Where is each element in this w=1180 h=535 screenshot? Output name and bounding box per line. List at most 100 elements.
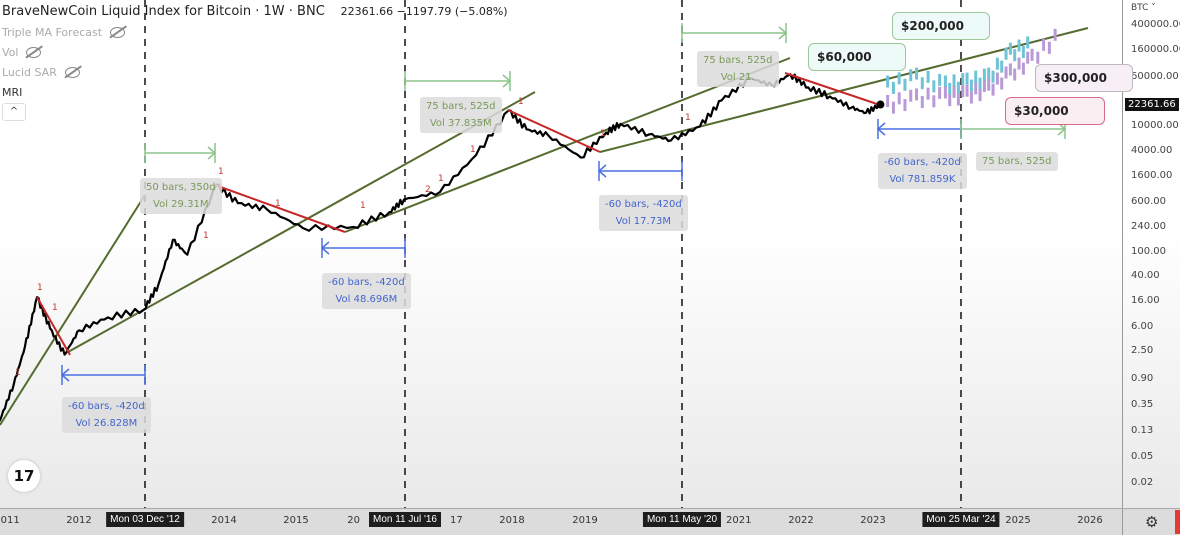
arrow-icon	[597, 164, 607, 178]
time-tick: 2019	[572, 515, 598, 526]
current-price-label: 22361.66	[1125, 98, 1179, 111]
scrollbar-indicator	[1175, 510, 1180, 534]
price-tick: 2.50	[1131, 345, 1154, 356]
forecast-candle	[961, 85, 965, 98]
downtrend-line	[784, 72, 881, 106]
signal-label: 2	[425, 185, 431, 195]
forecast-candle	[995, 57, 999, 70]
eye-hidden-icon[interactable]	[64, 67, 80, 78]
signal-label: 1	[360, 201, 366, 211]
forecast-candle	[969, 79, 973, 92]
measure-bars: 75 bars, 525d	[703, 55, 773, 66]
signal-label: 1	[600, 129, 606, 139]
measure-box[interactable]: -60 bars, -420d Vol 781.859K	[878, 153, 967, 189]
chevron-up-icon[interactable]: ^	[2, 103, 26, 121]
forecast-candle	[943, 75, 947, 88]
measure-vol: Vol 17.73M	[615, 216, 672, 227]
arrow-icon	[1057, 122, 1067, 136]
forecast-candle	[948, 94, 952, 107]
indicator-vol[interactable]: Vol	[2, 46, 42, 59]
callout-60000[interactable]: $60,000	[808, 43, 906, 71]
price-tick: 240.00	[1131, 221, 1166, 232]
forecast-candle	[938, 73, 942, 86]
time-tick: 2012	[66, 515, 92, 526]
price-tick: 100.00	[1131, 246, 1166, 257]
downtrend-line	[214, 184, 346, 233]
date-marker-label: Mon 11 Jul '16	[369, 512, 441, 527]
forecast-candle	[1013, 68, 1017, 81]
date-marker-label: Mon 11 May '20	[642, 512, 722, 527]
forecast-candle	[1030, 48, 1034, 61]
callout-300000[interactable]: $300,000	[1035, 64, 1133, 92]
measure-box[interactable]: 75 bars, 525d	[976, 152, 1058, 171]
forecast-candle	[982, 79, 986, 92]
forecast-candle	[903, 78, 907, 91]
signal-label: 1	[438, 174, 444, 184]
last-price: 22361.66	[340, 5, 394, 18]
date-marker-label: Mon 03 Dec '12	[106, 512, 184, 527]
arrow-icon	[60, 368, 70, 382]
time-tick: 2011	[0, 515, 20, 526]
forecast-candle	[909, 69, 913, 82]
indicator-lucid-sar[interactable]: Lucid SAR	[2, 66, 80, 79]
measure-box[interactable]: 75 bars, 525d Vol 21.	[697, 51, 779, 87]
forecast-candle	[903, 99, 907, 112]
time-tick: 2015	[283, 515, 309, 526]
trend-line	[344, 57, 791, 233]
measure-vol: Vol 48.696M	[335, 294, 398, 305]
signal-label: 1	[518, 97, 524, 107]
forecast-candle	[1036, 51, 1040, 64]
forecast-candle	[915, 88, 919, 101]
forecast-candle	[1026, 51, 1030, 64]
forecast-candle	[1008, 42, 1012, 55]
forecast-candle	[909, 89, 913, 102]
arrow-icon	[320, 241, 330, 255]
price-change-pct: (−5.08%)	[454, 5, 508, 18]
price-tick: 10000.00	[1131, 120, 1179, 131]
forecast-candle	[1013, 49, 1017, 62]
measure-vol: Vol 37.835M	[429, 118, 492, 129]
forecast-candle	[969, 91, 973, 104]
forecast-candle	[974, 82, 978, 95]
current-price-dot	[876, 100, 885, 109]
forecast-candle	[987, 67, 991, 80]
forecast-candle	[926, 70, 930, 83]
forecast-candle	[886, 75, 890, 88]
indicator-triple-ma[interactable]: Triple MA Forecast	[2, 26, 126, 39]
currency-selector[interactable]: BTC ˅	[1131, 3, 1156, 13]
forecast-candle	[956, 93, 960, 106]
symbol-legend: BraveNewCoin Liquid Index for Bitcoin · …	[2, 4, 508, 19]
measure-box[interactable]: -60 bars, -420d Vol 17.73M	[599, 195, 688, 231]
forecast-candle	[897, 72, 901, 85]
forecast-candle	[920, 77, 924, 90]
forecast-candle	[948, 82, 952, 95]
measure-box[interactable]: -60 bars, -420d Vol 26.828M	[62, 397, 151, 433]
forecast-candle	[1000, 60, 1004, 73]
forecast-candle	[891, 101, 895, 114]
measure-bars: -60 bars, -420d	[605, 199, 682, 210]
signal-label: 1	[685, 113, 691, 123]
forecast-candle	[978, 89, 982, 102]
forecast-candle	[943, 86, 947, 99]
price-tick: 0.90	[1131, 373, 1154, 384]
signal-label: 1	[470, 145, 476, 155]
time-axis[interactable]: 2011201220142015201720182019202120222023…	[0, 508, 1180, 535]
price-tick: 1600.00	[1131, 170, 1173, 181]
callout-200000[interactable]: $200,000	[892, 12, 990, 40]
forecast-candle	[1008, 63, 1012, 76]
measure-box[interactable]: 50 bars, 350d Vol 29.31M	[140, 178, 222, 214]
callout-30000[interactable]: $30,000	[1005, 97, 1105, 125]
forecast-candle	[1004, 66, 1008, 79]
measure-box[interactable]: -60 bars, -420d Vol 48.696M	[322, 273, 411, 309]
indicator-mri[interactable]: MRI	[2, 86, 22, 99]
measure-vol: Vol 781.859K	[889, 174, 956, 185]
eye-hidden-icon[interactable]	[26, 47, 42, 58]
gear-icon[interactable]: ⚙	[1145, 513, 1159, 531]
symbol-title[interactable]: BraveNewCoin Liquid Index for Bitcoin · …	[2, 4, 325, 19]
forecast-candle	[932, 80, 936, 93]
tradingview-logo[interactable]: 17	[8, 460, 40, 492]
time-tick: 20	[347, 515, 360, 526]
measure-box[interactable]: 75 bars, 525d Vol 37.835M	[420, 97, 502, 133]
eye-hidden-icon[interactable]	[110, 27, 126, 38]
